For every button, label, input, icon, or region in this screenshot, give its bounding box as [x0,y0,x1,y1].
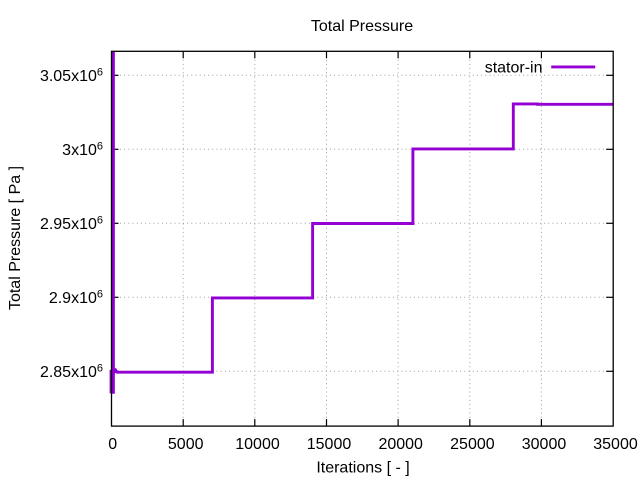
svg-text:3x106: 3x106 [62,140,103,159]
svg-text:Total Pressure: Total Pressure [311,18,413,35]
svg-text:0: 0 [108,436,117,453]
svg-text:Total Pressure [ Pa ]: Total Pressure [ Pa ] [7,166,24,310]
svg-text:2.9x106: 2.9x106 [49,288,103,307]
svg-text:20000: 20000 [378,436,423,453]
svg-text:15000: 15000 [307,436,352,453]
svg-text:2.95x106: 2.95x106 [40,214,103,233]
svg-text:30000: 30000 [522,436,567,453]
svg-text:25000: 25000 [450,436,495,453]
svg-text:Iterations [ - ]: Iterations [ - ] [316,460,409,477]
svg-text:stator-in: stator-in [485,60,543,77]
svg-text:5000: 5000 [168,436,204,453]
svg-text:3.05x106: 3.05x106 [40,66,103,85]
svg-text:35000: 35000 [593,436,638,453]
svg-text:10000: 10000 [235,436,280,453]
svg-text:2.85x106: 2.85x106 [40,362,103,381]
